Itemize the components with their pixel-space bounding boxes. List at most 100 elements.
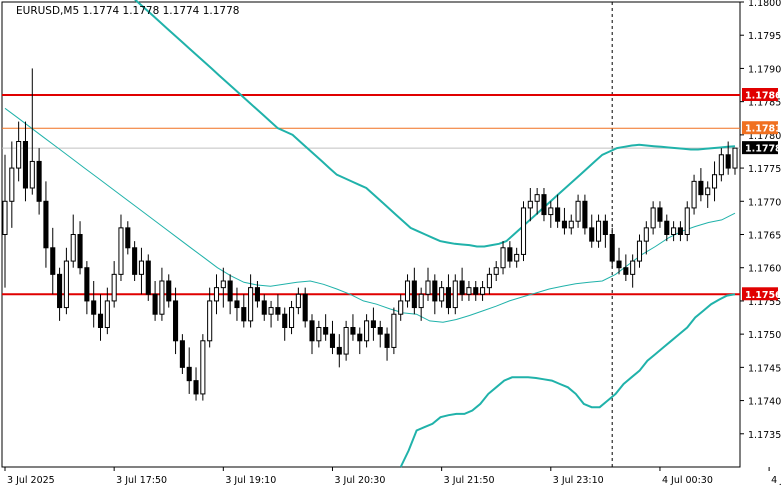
candle — [309, 314, 315, 355]
candle-body — [520, 207, 527, 255]
candle — [698, 168, 704, 202]
candle-body — [636, 240, 643, 262]
candle — [241, 294, 247, 328]
candle-body — [698, 180, 704, 196]
candle — [166, 274, 172, 308]
y-tick-label: 1.1795 — [748, 31, 781, 42]
candle — [111, 261, 117, 308]
candle-body — [718, 154, 724, 176]
level-price-tag: 1.1756 — [742, 287, 781, 301]
candle-body — [445, 287, 452, 309]
candle — [254, 281, 260, 308]
candle-body — [534, 194, 540, 202]
candle-body — [125, 227, 131, 249]
candle-body — [234, 300, 240, 309]
candle-body — [29, 160, 35, 189]
candle-body — [329, 333, 336, 348]
candle-body — [664, 220, 670, 235]
candle — [411, 267, 417, 315]
candle — [452, 274, 458, 315]
candle — [589, 214, 595, 248]
candle — [575, 194, 581, 228]
candle-body — [323, 327, 329, 335]
candle-body — [507, 247, 513, 262]
candle-body — [404, 280, 411, 302]
level-price-tag-text: 1.1786 — [745, 91, 781, 102]
candle-body — [623, 267, 629, 275]
candle-body — [377, 327, 383, 335]
candle-body — [118, 227, 124, 275]
candle — [364, 314, 370, 348]
candle — [125, 221, 131, 255]
candle-body — [677, 227, 683, 236]
candle — [636, 234, 643, 268]
candle-body — [684, 207, 690, 236]
candle-body — [302, 293, 308, 322]
candle-body — [364, 320, 370, 342]
candle-body — [452, 280, 458, 309]
candle — [132, 241, 138, 281]
candle — [57, 267, 63, 321]
candle — [288, 300, 295, 335]
candle-body — [486, 273, 492, 289]
candle — [227, 274, 233, 315]
candle — [350, 314, 356, 341]
candle — [425, 267, 431, 301]
candle — [514, 247, 520, 268]
candle — [725, 141, 731, 175]
y-tick-label: 1.1800 — [748, 0, 781, 9]
candle — [466, 281, 472, 301]
candle — [193, 367, 199, 401]
candle — [186, 347, 192, 394]
candle — [70, 214, 76, 268]
y-tick-label: 1.1780 — [748, 131, 781, 142]
candle-body — [152, 293, 158, 315]
candle-body — [248, 287, 254, 322]
y-tick-label: 1.1755 — [748, 297, 781, 308]
candle — [275, 294, 281, 321]
candle — [29, 68, 35, 195]
candle-body — [254, 287, 260, 302]
candle-body — [220, 280, 226, 289]
candle-body — [50, 247, 56, 275]
candle-body — [732, 147, 738, 169]
candle-body — [2, 200, 8, 236]
candle-body — [241, 307, 247, 322]
candle — [36, 148, 42, 215]
candle — [138, 247, 144, 295]
candle-body — [159, 280, 165, 315]
candle-body — [548, 207, 554, 216]
candle — [439, 281, 445, 308]
candle — [118, 214, 124, 281]
candle — [43, 181, 49, 268]
candle-body — [589, 227, 595, 242]
candle — [261, 294, 267, 321]
candle-body — [288, 307, 295, 329]
candle-body — [295, 293, 301, 309]
candle — [323, 314, 329, 341]
candle-body — [643, 227, 649, 242]
candle — [398, 294, 404, 321]
candle — [623, 254, 629, 281]
candle-body — [36, 160, 42, 202]
candle-body — [43, 200, 49, 249]
candle — [234, 287, 240, 321]
candle-body — [691, 180, 697, 209]
level-price-tag-text: 1.1781 — [745, 124, 781, 135]
y-tick-label: 1.1735 — [748, 430, 781, 441]
candle-body — [173, 300, 179, 342]
candle — [684, 201, 690, 242]
upper-band-line — [133, 0, 736, 248]
candle — [404, 274, 411, 308]
candle — [173, 287, 179, 355]
candle — [22, 121, 29, 202]
candle-body — [138, 260, 144, 275]
y-tick-label: 1.1740 — [748, 397, 781, 408]
candle-body — [418, 293, 424, 309]
candle — [97, 294, 104, 341]
x-tick-label: 3 Jul 19:10 — [225, 475, 276, 486]
candle — [657, 201, 663, 228]
candle — [480, 281, 486, 301]
candle-body — [657, 207, 663, 222]
